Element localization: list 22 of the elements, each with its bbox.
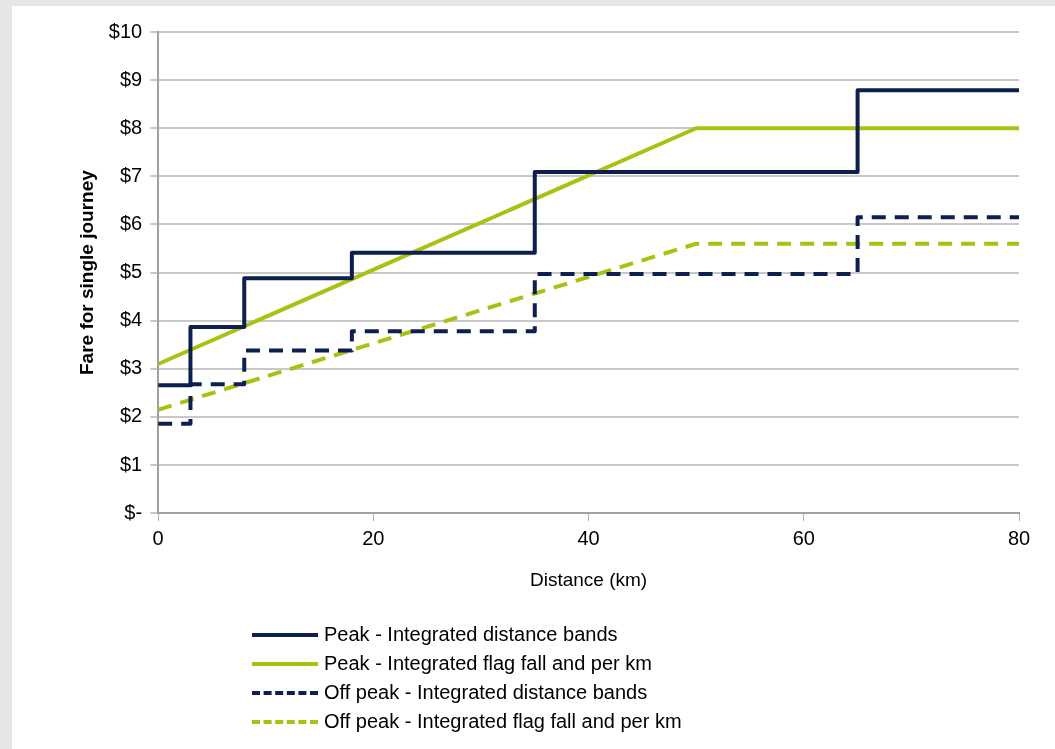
legend-label: Peak - Integrated flag fall and per km: [324, 652, 652, 675]
y-tick-label: $10: [108, 19, 143, 42]
legend-label: Off peak - Integrated flag fall and per km: [324, 710, 682, 733]
y-axis-title: Fare for single journey: [75, 169, 97, 376]
y-tick-label: $9: [119, 67, 143, 90]
legend-label: Off peak - Integrated distance bands: [324, 681, 648, 704]
legend-label: Peak - Integrated distance bands: [324, 623, 618, 646]
y-tick-label: $8: [119, 115, 143, 138]
x-tick-label: 20: [362, 526, 385, 549]
x-tick-label: 0: [152, 526, 164, 549]
x-tick-label: 60: [792, 526, 815, 549]
y-tick-label: $-: [124, 500, 143, 523]
x-axis-title: Distance (km): [529, 568, 648, 590]
y-tick-label: $4: [119, 308, 143, 331]
y-tick-label: $1: [119, 452, 143, 475]
y-tick-label: $3: [119, 356, 143, 379]
y-tick-label: $5: [119, 260, 143, 283]
y-tick-label: $7: [119, 163, 143, 186]
x-tick-label: 80: [1007, 526, 1031, 549]
x-tick-label: 40: [577, 526, 600, 549]
y-tick-label: $2: [119, 404, 143, 427]
y-tick-label: $6: [119, 212, 143, 234]
